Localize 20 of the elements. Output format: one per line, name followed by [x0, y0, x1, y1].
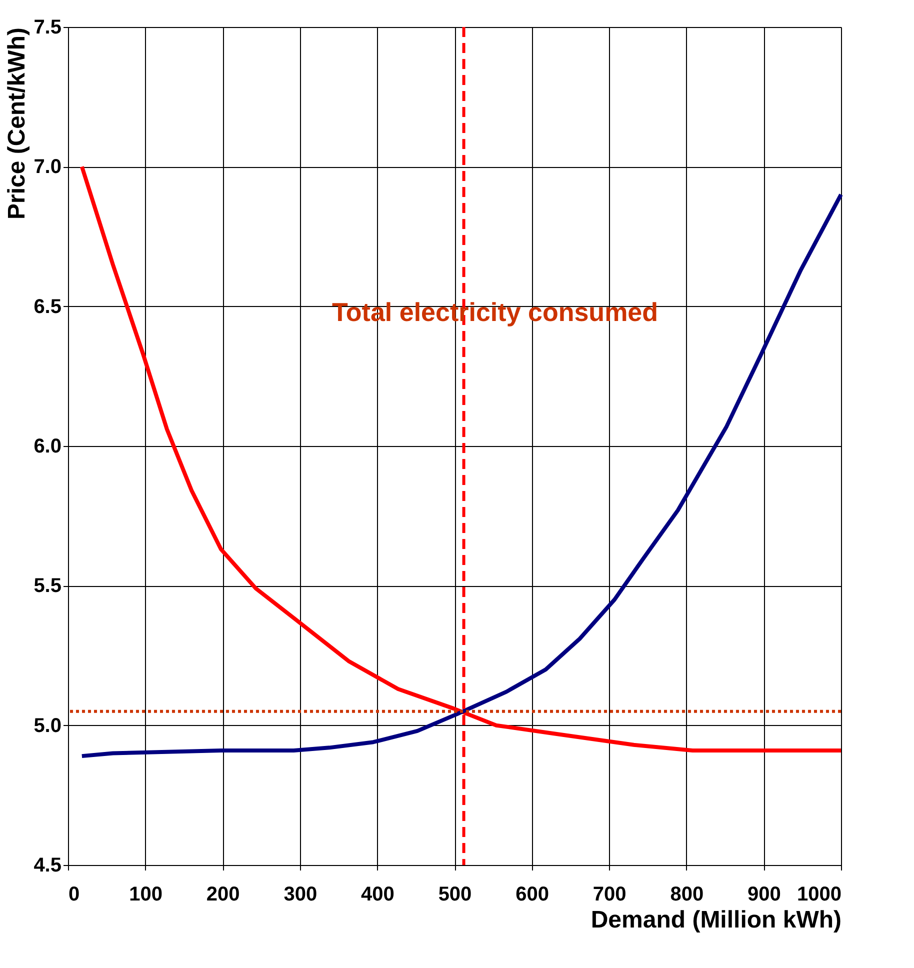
x-tick-label: 800 — [670, 884, 704, 906]
y-tick-label: 7.5 — [34, 16, 62, 38]
y-tick-label: 5.0 — [34, 714, 62, 737]
x-tick-label: 100 — [129, 884, 162, 906]
y-tick-label: 5.5 — [34, 575, 62, 598]
x-tick-label: 1000 — [797, 884, 842, 906]
x-tick-label: 600 — [516, 884, 549, 906]
y-axis-title: Price (Cent/kWh) — [4, 28, 31, 220]
x-tick-label: 400 — [361, 884, 394, 906]
y-tick-label: 7.0 — [34, 156, 62, 178]
x-tick-label: 500 — [438, 884, 472, 906]
x-tick-label: 700 — [592, 884, 626, 906]
x-tick-label: 900 — [748, 884, 781, 906]
x-tick-label: 0 — [68, 884, 80, 906]
x-axis-title: Demand (Million kWh) — [590, 906, 842, 934]
y-tick-label: 6.5 — [34, 296, 62, 318]
y-tick-label: 6.0 — [34, 436, 62, 458]
x-tick-label: 300 — [284, 884, 318, 906]
y-tick-label: 4.5 — [34, 854, 62, 876]
x-tick-label: 200 — [206, 884, 240, 906]
